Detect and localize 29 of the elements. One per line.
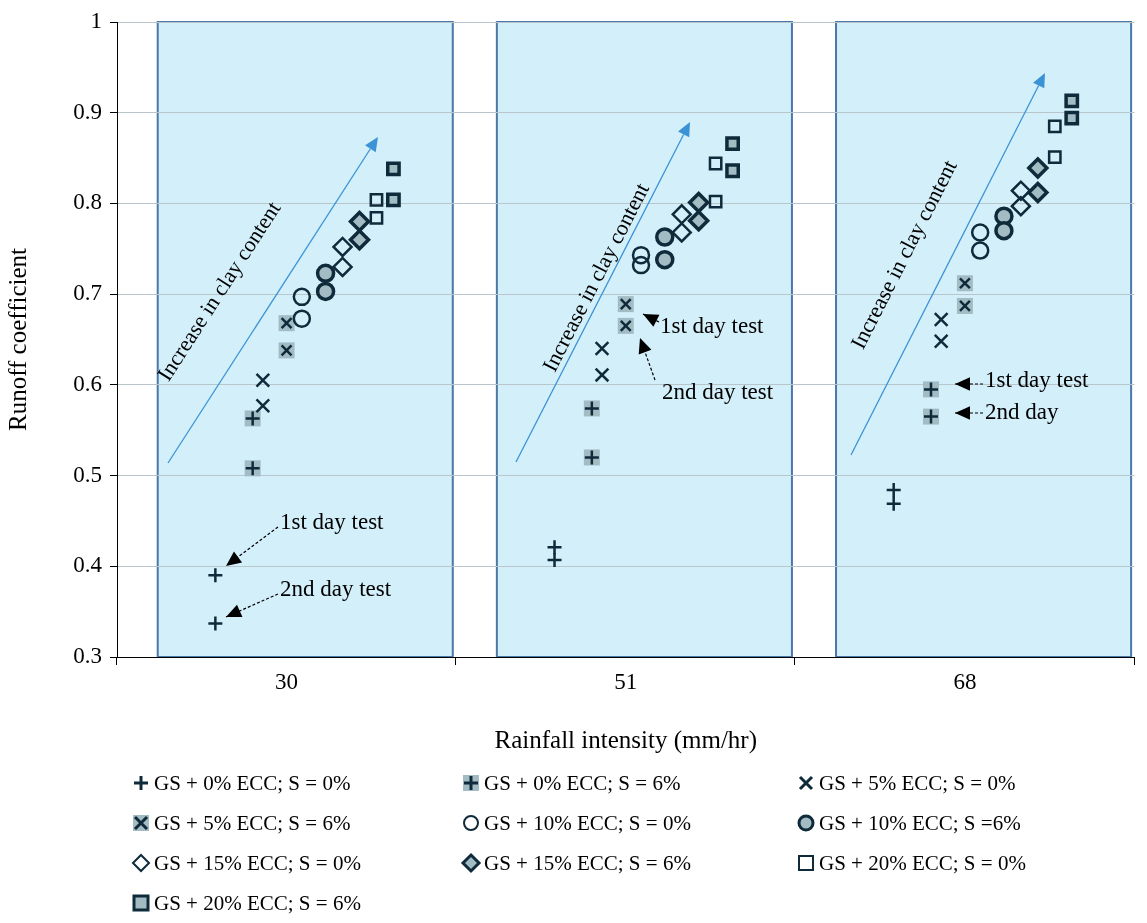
y-tick-label: 0.7	[73, 280, 102, 306]
x-tick-label: 51	[614, 668, 638, 694]
legend-label: GS + 20% ECC; S = 0%	[819, 850, 1026, 876]
legend-label: GS + 15% ECC; S = 6%	[484, 850, 691, 876]
legend-label: GS + 10% ECC; S =6%	[819, 810, 1021, 836]
legend-label: GS + 5% ECC; S = 6%	[154, 810, 351, 836]
y-tick-label: 0.8	[73, 189, 102, 215]
annotation: 1st day test	[660, 313, 765, 339]
legend-label: GS + 15% ECC; S = 0%	[154, 850, 361, 876]
annotation: 2nd day test	[662, 379, 774, 405]
x-axis-title: Rainfall intensity (mm/hr)	[494, 725, 757, 754]
x-tick-label: 68	[953, 668, 977, 694]
y-tick-label: 0.9	[73, 98, 102, 124]
legend-label: GS + 20% ECC; S = 6%	[154, 890, 361, 916]
y-tick-label: 0.3	[73, 643, 102, 669]
legend-label: GS + 0% ECC; S = 6%	[484, 770, 681, 796]
y-tick-label: 0.4	[73, 552, 103, 578]
x-tick-label: 30	[275, 668, 299, 694]
annotation: 1st day test	[280, 509, 385, 535]
annotation: 2nd day test	[280, 576, 392, 602]
legend-label: GS + 0% ECC; S = 0%	[154, 770, 351, 796]
y-tick-label: 0.5	[73, 461, 102, 487]
y-tick-label: 0.6	[73, 370, 102, 396]
annotation: 2nd day	[985, 399, 1059, 425]
y-axis-title: Runoff coefficient	[3, 247, 31, 432]
legend-label: GS + 5% ECC; S = 0%	[819, 770, 1016, 796]
y-tick-label: 1	[90, 8, 102, 34]
legend-label: GS + 10% ECC; S = 0%	[484, 810, 691, 836]
annotation: 1st day test	[985, 367, 1090, 393]
